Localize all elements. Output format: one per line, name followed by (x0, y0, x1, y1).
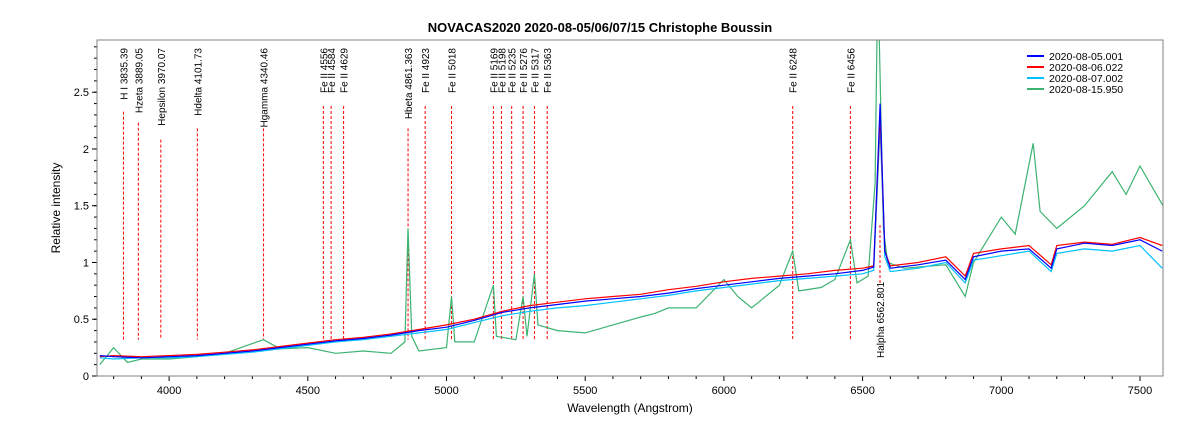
line-marker-label: Fe II 5276 (519, 48, 530, 93)
y-tick-label: 0.5 (74, 314, 89, 326)
legend-label: 2020-08-15.950 (1049, 84, 1123, 96)
x-tick-label: 4000 (157, 385, 181, 397)
series-line-2020-08-07.002 (99, 126, 1163, 360)
line-marker-label: Hepsilon 3970.07 (157, 48, 168, 126)
line-marker-label: Fe II 6456 (846, 48, 857, 93)
legend-label: 2020-08-06.022 (1049, 62, 1123, 74)
x-axis-label: Wavelength (Angstrom) (567, 401, 693, 415)
y-tick-label: 2.5 (74, 87, 89, 99)
line-marker-label: Fe II 5198 (497, 48, 508, 93)
x-tick-label: 6000 (712, 385, 736, 397)
x-tick-label: 7000 (989, 385, 1013, 397)
line-marker-label: Fe II 5363 (543, 48, 554, 93)
x-tick-label: 5000 (434, 385, 458, 397)
line-marker-label: Fe II 5018 (448, 48, 459, 93)
y-tick-label: 2 (83, 144, 89, 156)
line-marker-label: Hdelta 4101.73 (193, 48, 204, 116)
y-tick-label: 1.5 (74, 201, 89, 213)
line-marker-label: Hgamma 4340.46 (260, 48, 271, 128)
line-marker-label: Fe II 4584 (327, 48, 338, 93)
line-marker-label: H I 3835.39 (119, 48, 130, 100)
line-marker-label: Hzeta 3889.05 (134, 48, 145, 113)
line-marker-label: Fe II 6248 (789, 48, 800, 93)
line-marker-label: Fe II 4556 (319, 48, 330, 93)
y-tick-label: 1 (83, 257, 89, 269)
x-tick-label: 6500 (850, 385, 874, 397)
line-marker-label: Fe II 4923 (421, 48, 432, 93)
series-line-2020-08-15.950 (99, 40, 1163, 365)
x-tick-label: 5500 (573, 385, 597, 397)
line-marker-label: Hbeta 4861.363 (404, 48, 415, 120)
legend: 2020-08-05.0012020-08-06.0222020-08-07.0… (1027, 51, 1123, 96)
line-marker-label: Fe II 5169 (489, 48, 500, 93)
legend-label: 2020-08-07.002 (1049, 73, 1123, 85)
line-marker-label: Fe II 5235 (508, 48, 519, 93)
series-line-2020-08-06.022 (99, 114, 1163, 358)
line-marker-label: Fe II 4629 (340, 48, 351, 93)
plot-frame (96, 39, 1164, 377)
legend-label: 2020-08-05.001 (1049, 51, 1123, 63)
chart-title: NOVACAS2020 2020-08-05/06/07/15 Christop… (428, 20, 772, 35)
x-tick-label: 7500 (1128, 385, 1152, 397)
y-axis-label: Relative intensity (49, 163, 63, 254)
line-marker-label: Fe II 5317 (530, 48, 541, 93)
y-tick-label: 0 (83, 371, 89, 383)
line-marker-label: Halpha 6562.801 (876, 281, 887, 358)
x-tick-label: 4500 (296, 385, 320, 397)
series-line-2020-08-05.001 (99, 103, 1163, 359)
